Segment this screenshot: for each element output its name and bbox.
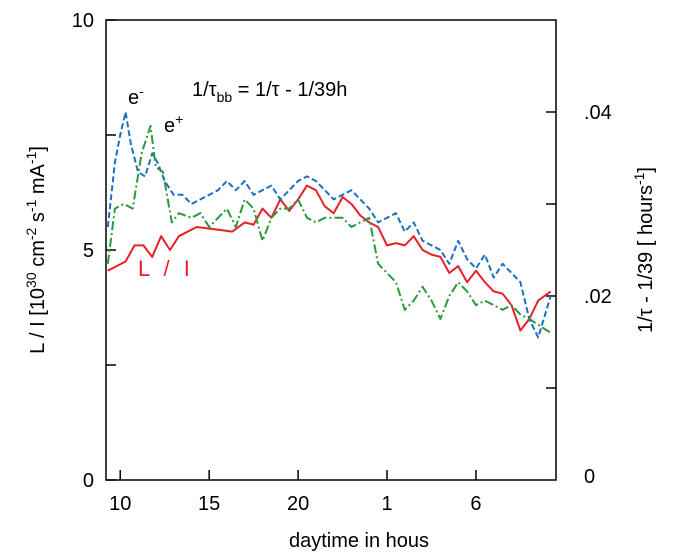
bottom-tick-label: 6 — [470, 493, 481, 515]
x-axis-title: daytime in hous — [289, 530, 429, 552]
series-line-1 — [107, 184, 552, 332]
formula-annotation: 1/τbb = 1/τ - 1/39h — [192, 79, 347, 105]
bottom-tick-label: 1 — [381, 493, 392, 515]
y2-axis-title: 1/τ - 1/39 [ hours-1] — [631, 167, 657, 333]
bottom-tick-label: 20 — [287, 493, 309, 515]
bottom-ticks: 10 15 20 1 6 — [109, 470, 482, 515]
left-tick-label: 5 — [83, 240, 94, 262]
right-ticks: 0 .02 .04 — [546, 102, 612, 488]
bottom-tick-label: 15 — [198, 493, 220, 515]
series-layer — [106, 111, 552, 339]
left-ticks: 0 5 10 — [72, 10, 116, 492]
e-minus-label: e- — [128, 83, 144, 109]
e-plus-label: e+ — [164, 111, 183, 137]
right-tick-label: .04 — [584, 102, 612, 124]
left-tick-label: 0 — [83, 470, 94, 492]
right-tick-label: 0 — [584, 466, 595, 488]
bottom-tick-label: 10 — [109, 493, 131, 515]
right-tick-label: .02 — [584, 286, 612, 308]
left-tick-label: 10 — [72, 10, 94, 32]
series-line-2 — [106, 111, 552, 339]
series-line-3 — [106, 124, 552, 334]
li-label: L / I — [138, 256, 194, 281]
y-axis-title: L / I [1030 cm-2 s-1 mA-1] — [23, 146, 49, 354]
